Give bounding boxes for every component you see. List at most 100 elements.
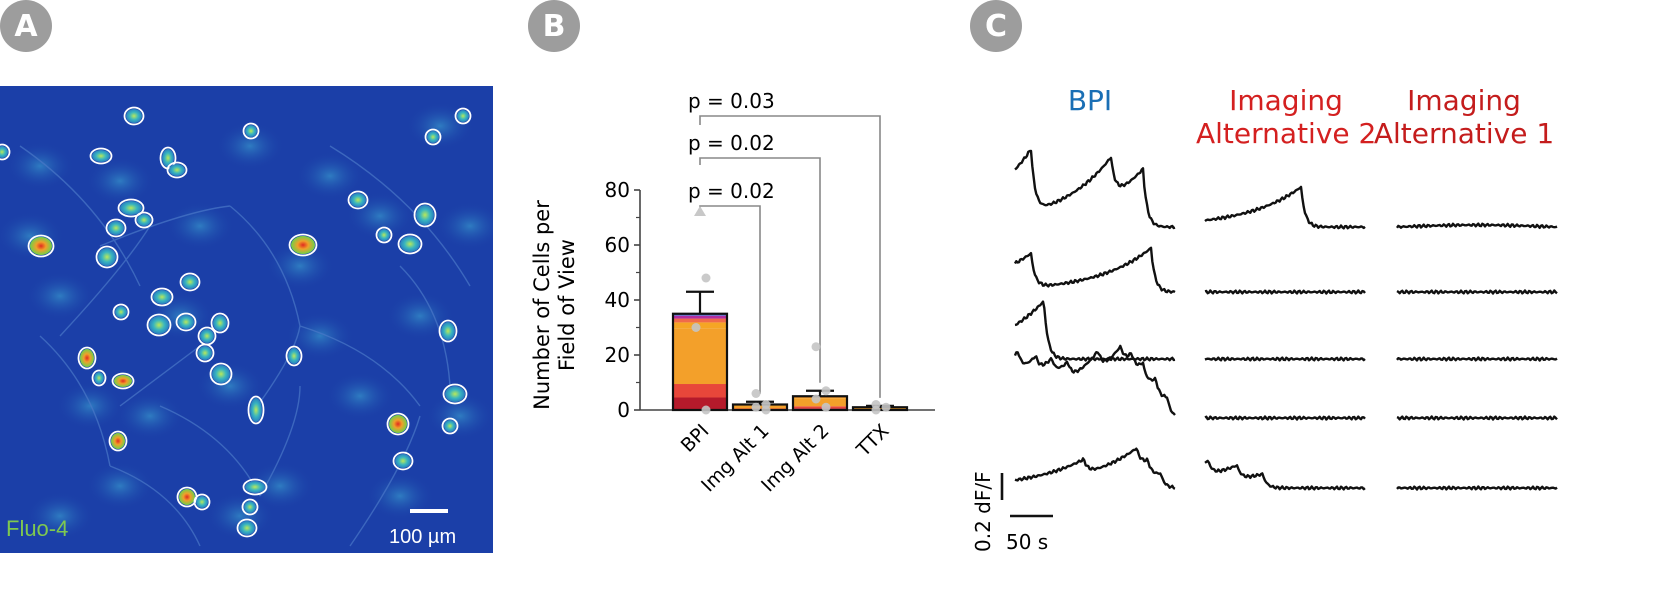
- cell-body: [245, 125, 257, 137]
- cell-body: [169, 164, 185, 176]
- scalebar-y-label: 0.2 dF/F: [971, 471, 995, 552]
- cell-body: [350, 193, 366, 207]
- bar-segment: [793, 406, 847, 409]
- background-glow: [56, 382, 124, 430]
- y-axis-label-line2: Field of View: [555, 239, 579, 371]
- cell-roi-outline: [77, 346, 97, 370]
- cell-body: [182, 275, 198, 289]
- y-tick-label: 20: [605, 343, 630, 367]
- scalebar-x-label: 50 s: [1006, 530, 1048, 554]
- cell-body: [126, 109, 142, 123]
- background-glow: [166, 202, 234, 250]
- cell-roi-outline: [95, 245, 119, 269]
- cell-body: [114, 375, 132, 387]
- neurite: [349, 415, 421, 547]
- cell-body: [198, 346, 212, 360]
- cell-body: [291, 236, 315, 254]
- y-axis: 0 20 40 60 80: [605, 178, 935, 422]
- y-tick-label: 40: [605, 288, 630, 312]
- significance-annotations: p = 0.02 p = 0.02 p = 0.03: [688, 89, 881, 398]
- cell-body: [80, 349, 94, 367]
- calcium-trace: [1204, 459, 1366, 491]
- cell-roi-outline: [0, 143, 11, 161]
- background-glow: [386, 292, 454, 340]
- significance-bracket: [699, 157, 821, 383]
- micrograph-image: Fluo-4 100 µm: [0, 86, 493, 553]
- calcium-trace: [1013, 246, 1176, 294]
- cell-roi-outline: [134, 211, 154, 229]
- cell-roi-outline: [112, 303, 130, 321]
- bar-segment: [673, 318, 727, 323]
- cell-body: [416, 205, 434, 225]
- cell-roi-outline: [175, 312, 197, 332]
- background-glow: [86, 462, 154, 510]
- panel-label-b: B: [528, 0, 580, 52]
- cell-body: [213, 315, 227, 331]
- cell-body: [92, 150, 110, 162]
- cell-body: [94, 372, 104, 384]
- significance-bracket: [699, 115, 881, 398]
- background-glow: [406, 102, 474, 150]
- calcium-trace: [1396, 222, 1558, 229]
- cell-roi-outline: [108, 430, 128, 452]
- background-glow: [436, 202, 493, 250]
- calcium-trace: [1204, 289, 1366, 295]
- data-point: [694, 206, 706, 216]
- cell-roi-outline: [247, 395, 265, 425]
- cell-roi-outline: [347, 190, 369, 210]
- cell-roi-outline: [27, 234, 55, 258]
- data-point: [811, 342, 821, 352]
- data-point: [761, 405, 771, 415]
- cell-body: [400, 236, 420, 252]
- y-tick-label: 80: [605, 178, 630, 202]
- cell-body: [153, 290, 171, 304]
- cell-roi-outline: [242, 478, 268, 496]
- bar-chart-panel: p = 0.02 p = 0.02 p = 0.03 0 20 40 60 80 BPI Im…: [520, 70, 950, 560]
- cell-body: [111, 433, 125, 449]
- scalebar: [410, 509, 448, 513]
- calcium-trace: [1396, 356, 1558, 362]
- bar-chart: p = 0.02 p = 0.02 p = 0.03 0 20 40 60 80 BPIIm…: [530, 89, 935, 496]
- neurite: [399, 265, 451, 387]
- neurite: [39, 335, 111, 467]
- background-glow: [296, 152, 364, 200]
- cell-roi-outline: [150, 287, 174, 307]
- data-points: [691, 206, 891, 415]
- cell-body: [244, 501, 256, 513]
- calcium-trace: [1396, 289, 1558, 295]
- cell-roi-outline: [441, 417, 459, 435]
- background-glow: [326, 372, 394, 420]
- data-point: [701, 273, 711, 283]
- cell-body: [288, 348, 300, 364]
- column-title-bpi: BPI: [1067, 84, 1113, 117]
- bar-segment: [673, 328, 727, 385]
- cell-roi-outline: [91, 369, 107, 387]
- data-point: [871, 405, 881, 415]
- micrograph-panel: Fluo-4 100 µm: [0, 86, 493, 553]
- cell-body: [178, 315, 194, 329]
- neurite: [299, 325, 421, 407]
- cell-roi-outline: [105, 218, 127, 238]
- x-tick-label: BPI: [677, 420, 714, 457]
- bar-segment: [673, 397, 727, 410]
- cell-body: [441, 322, 455, 340]
- calcium-trace: [1396, 485, 1558, 491]
- calcium-trace: [1013, 344, 1176, 416]
- cell-body: [30, 237, 52, 255]
- bar-segment: [793, 398, 847, 407]
- cell-roi-outline: [397, 233, 423, 255]
- x-tick-label: TTX: [852, 420, 894, 462]
- cell-roi-outline: [209, 362, 233, 386]
- cell-body: [120, 201, 142, 215]
- neurite: [229, 205, 301, 327]
- calcium-trace: [1396, 415, 1558, 421]
- cell-roi-outline: [111, 372, 135, 390]
- data-point: [691, 323, 701, 332]
- cell-body: [378, 229, 390, 241]
- cell-body: [200, 329, 214, 343]
- cell-roi-outline: [386, 412, 410, 436]
- cell-body: [427, 131, 439, 143]
- background-glow: [26, 272, 94, 320]
- data-point: [751, 402, 761, 412]
- cell-body: [196, 496, 208, 508]
